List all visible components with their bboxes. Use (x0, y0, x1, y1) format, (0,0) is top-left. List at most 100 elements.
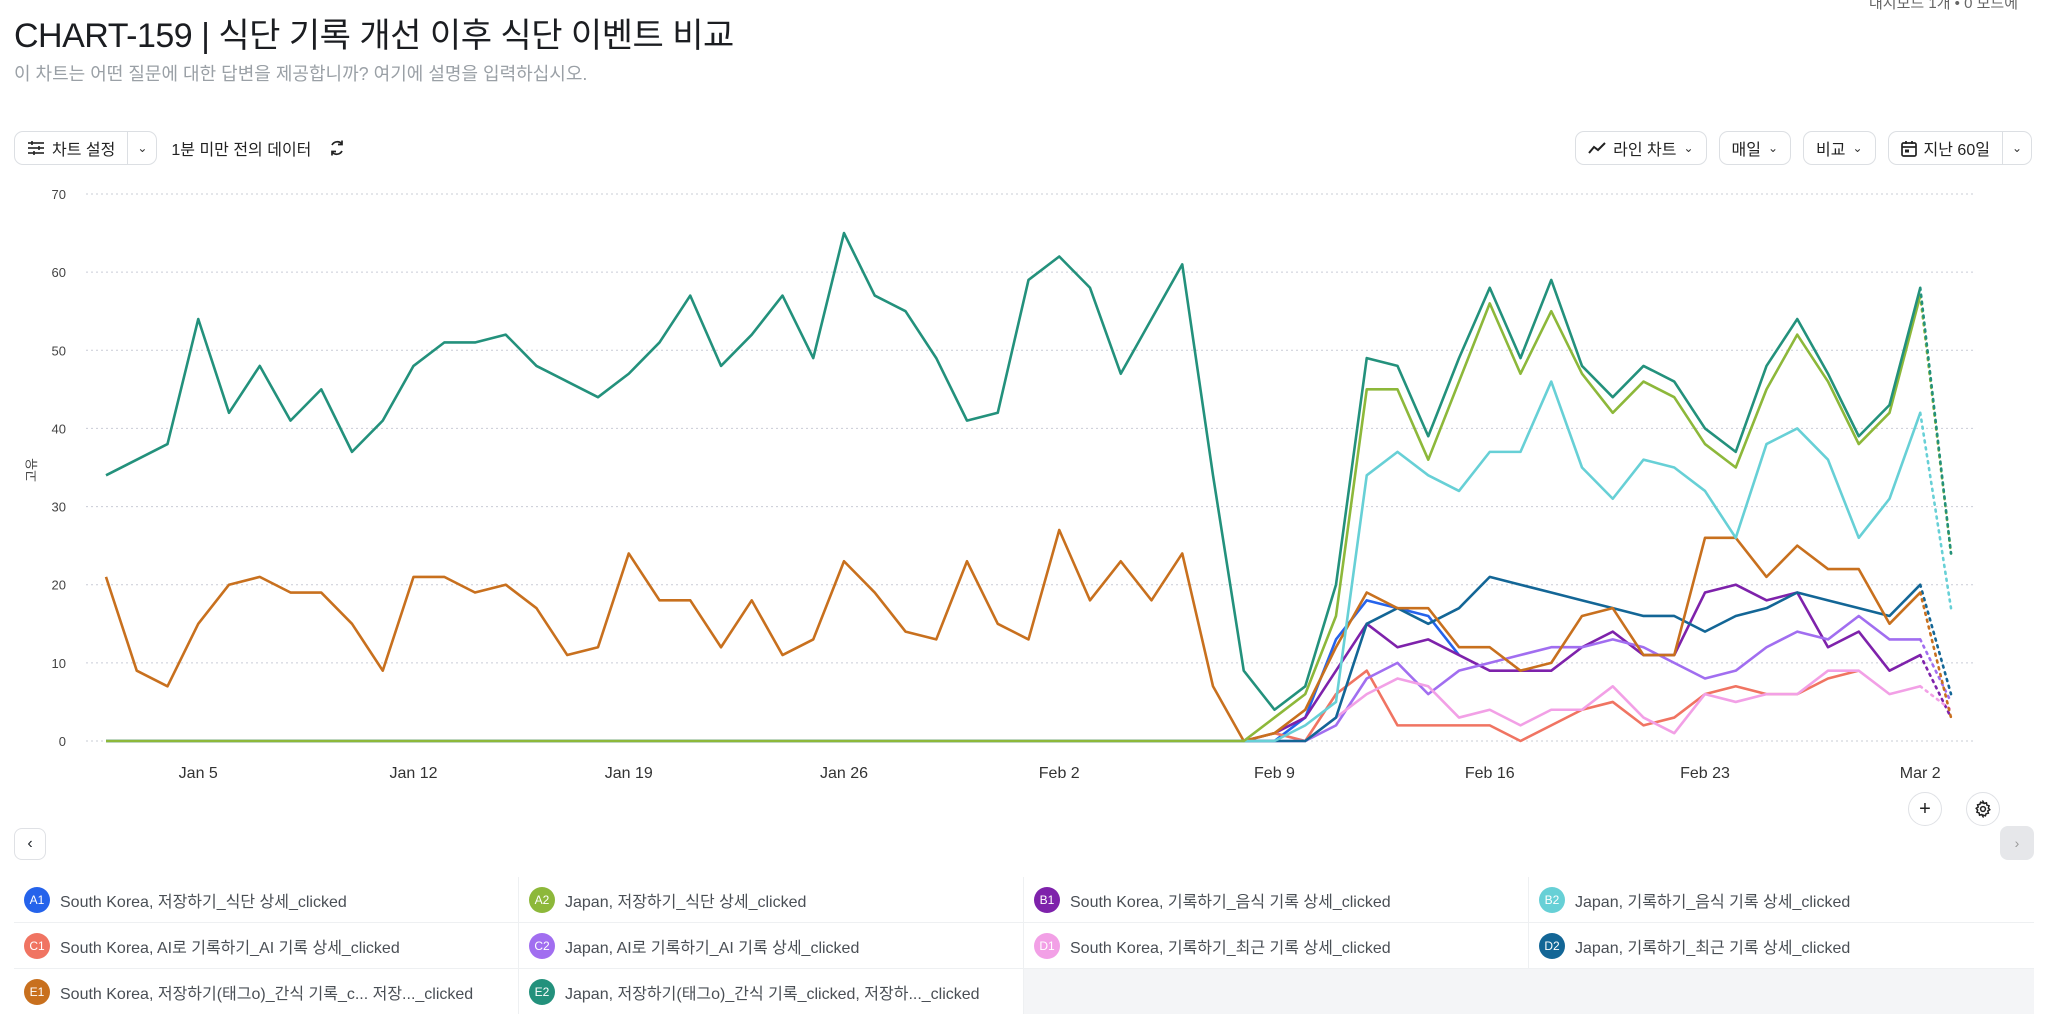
legend-item[interactable]: B1 South Korea, 기록하기_음식 기록 상세_clicked (1024, 877, 1529, 923)
line-chart-icon (1588, 142, 1606, 154)
chart-type-label: 라인 차트 (1613, 142, 1677, 159)
legend-label: Japan, 저장하기(태그o)_간식 기록_clicked, 저장하..._c… (565, 985, 980, 1003)
chart-settings-dropdown[interactable]: ⌄ (127, 132, 156, 164)
y-tick-label: 10 (52, 656, 66, 671)
gear-icon (1975, 800, 1991, 818)
chart-type-dropdown[interactable]: 라인 차트 ⌄ (1575, 131, 1707, 165)
x-tick-label: Jan 19 (605, 765, 653, 782)
data-freshness: 1분 미만 전의 데이터 (171, 142, 312, 159)
add-button[interactable]: + (1908, 792, 1942, 826)
date-range-label: 지난 60일 (1923, 142, 1990, 159)
series-badge: B1 (1034, 886, 1060, 913)
series-projection-D2 (1918, 583, 1953, 696)
series-line-E1 (104, 528, 1922, 743)
interval-label: 매일 (1731, 142, 1761, 159)
chart-settings-label: 차트 설정 (52, 142, 116, 159)
series-projection-D1 (1918, 684, 1953, 712)
legend-label: South Korea, 저장하기(태그o)_간식 기록_c... 저장..._… (60, 985, 474, 1003)
x-tick-label: Feb 23 (1680, 765, 1730, 782)
series-lines (104, 231, 1953, 743)
legend-item[interactable]: C2 Japan, AI로 기록하기_AI 기록 상세_clicked (519, 923, 1024, 969)
legend-label: South Korea, 기록하기_음식 기록 상세_clicked (1070, 893, 1391, 911)
gridlines (86, 193, 1976, 742)
legend-next-button[interactable]: › (2000, 826, 2034, 860)
calendar-icon (1900, 140, 1917, 157)
toolbar-left: 차트 설정 ⌄ 1분 미만 전의 데이터 (14, 131, 349, 165)
legend: A1 South Korea, 저장하기_식단 상세_clicked A2 Japan… (14, 877, 2034, 1014)
chart-options-button[interactable] (1966, 792, 2000, 826)
chevron-down-icon: ⌄ (1852, 141, 1863, 155)
legend-item[interactable]: A2 Japan, 저장하기_식단 상세_clicked (519, 877, 1024, 923)
y-tick-label: 50 (52, 343, 66, 358)
x-tick-label: Jan 5 (179, 765, 218, 782)
y-axis-label: 고유 (24, 458, 39, 482)
series-badge: B2 (1539, 886, 1565, 913)
refresh-icon (331, 140, 344, 156)
legend-label: Japan, 기록하기_최근 기록 상세_clicked (1575, 939, 1851, 957)
chart-description[interactable]: 이 차트는 어떤 질문에 대한 답변을 제공합니까? 여기에 설명을 입력하십시… (14, 64, 588, 84)
legend-label: South Korea, AI로 기록하기_AI 기록 상세_clicked (60, 939, 400, 957)
series-badge: C2 (529, 932, 555, 959)
y-tick-label: 60 (52, 265, 66, 280)
legend-label: Japan, 기록하기_음식 기록 상세_clicked (1575, 893, 1851, 911)
date-range-button[interactable]: 지난 60일 (1889, 132, 2002, 164)
legend-item[interactable]: E1 South Korea, 저장하기(태그o)_간식 기록_c... 저장..… (14, 969, 519, 1014)
plus-icon: + (1919, 797, 1931, 820)
legend-prev-button[interactable]: ‹ (14, 828, 46, 860)
series-line-C2 (106, 614, 1921, 743)
series-projection-A2 (1918, 294, 1953, 555)
series-projection-E2 (1918, 286, 1953, 555)
legend-label: South Korea, 저장하기_식단 상세_clicked (60, 893, 347, 911)
series-line-E2 (105, 231, 1922, 712)
series-line-B2 (106, 380, 1922, 743)
legend-item[interactable]: B2 Japan, 기록하기_음식 기록 상세_clicked (1529, 877, 2034, 923)
series-projection-B1 (1918, 653, 1953, 719)
interval-dropdown[interactable]: 매일 ⌄ (1718, 131, 1792, 165)
legend-item[interactable]: E2 Japan, 저장하기(태그o)_간식 기록_clicked, 저장하...… (519, 969, 1024, 1014)
sliders-icon (28, 141, 44, 155)
chart-settings-button[interactable]: 차트 설정 (15, 132, 127, 164)
date-range-button-group: 지난 60일 ⌄ (1887, 131, 2032, 165)
chevron-left-icon: ‹ (27, 835, 33, 852)
legend-item[interactable]: A1 South Korea, 저장하기_식단 상세_clicked (14, 877, 519, 923)
compare-dropdown[interactable]: 비교 ⌄ (1803, 131, 1876, 165)
series-line-D2 (106, 575, 1922, 743)
legend-empty-cell (1024, 969, 2034, 1014)
chevron-down-icon: ⌄ (2011, 141, 2022, 155)
series-badge: E1 (24, 978, 50, 1005)
legend-item[interactable]: D2 Japan, 기록하기_최근 기록 상세_clicked (1529, 923, 2034, 969)
dashboard-count-note: 대시보드 1개 • 0 보드에 (1868, 0, 2018, 12)
chevron-down-icon: ⌄ (1683, 141, 1694, 155)
series-line-A1 (106, 599, 1461, 743)
x-tick-label: Jan 12 (389, 765, 437, 782)
legend-item[interactable]: C1 South Korea, AI로 기록하기_AI 기록 상세_clicked (14, 923, 519, 969)
x-tick-label: Jan 26 (820, 765, 868, 782)
series-line-D1 (106, 669, 1921, 743)
chart-settings-button-group: 차트 설정 ⌄ (14, 131, 158, 165)
toolbar-right: 라인 차트 ⌄ 매일 ⌄ 비교 ⌄ 지난 60일 ⌄ (1575, 131, 2032, 165)
page-title: CHART-159 | 식단 기록 개선 이후 식단 이벤트 비교 (14, 17, 734, 55)
series-line-C1 (106, 669, 1860, 743)
series-projection-E1 (1918, 591, 1953, 719)
legend-label: South Korea, 기록하기_최근 기록 상세_clicked (1070, 939, 1391, 957)
y-tick-label: 40 (52, 421, 66, 436)
y-tick-label: 20 (52, 578, 66, 593)
chevron-right-icon: › (2014, 835, 2020, 851)
compare-label: 비교 (1816, 142, 1846, 159)
legend-item[interactable]: D1 South Korea, 기록하기_최근 기록 상세_clicked (1024, 923, 1529, 969)
refresh-button[interactable] (325, 136, 349, 160)
y-tick-label: 70 (52, 187, 66, 202)
chevron-down-icon: ⌄ (137, 141, 148, 155)
x-axis-ticks: Jan 5 Jan 12 Jan 19 Jan 26 Feb 2 Feb 9 Feb 16 F… (179, 765, 1941, 782)
date-range-dropdown[interactable]: ⌄ (2001, 132, 2031, 164)
series-badge: A1 (24, 886, 50, 913)
series-badge: E2 (529, 978, 555, 1005)
series-badge: A2 (529, 886, 555, 913)
series-line-A2 (106, 295, 1922, 743)
series-badge: D2 (1539, 932, 1565, 959)
chevron-down-icon: ⌄ (1767, 141, 1779, 155)
legend-label: Japan, 저장하기_식단 상세_clicked (565, 893, 807, 911)
y-tick-label: 30 (52, 500, 66, 515)
legend-label: Japan, AI로 기록하기_AI 기록 상세_clicked (565, 939, 860, 957)
